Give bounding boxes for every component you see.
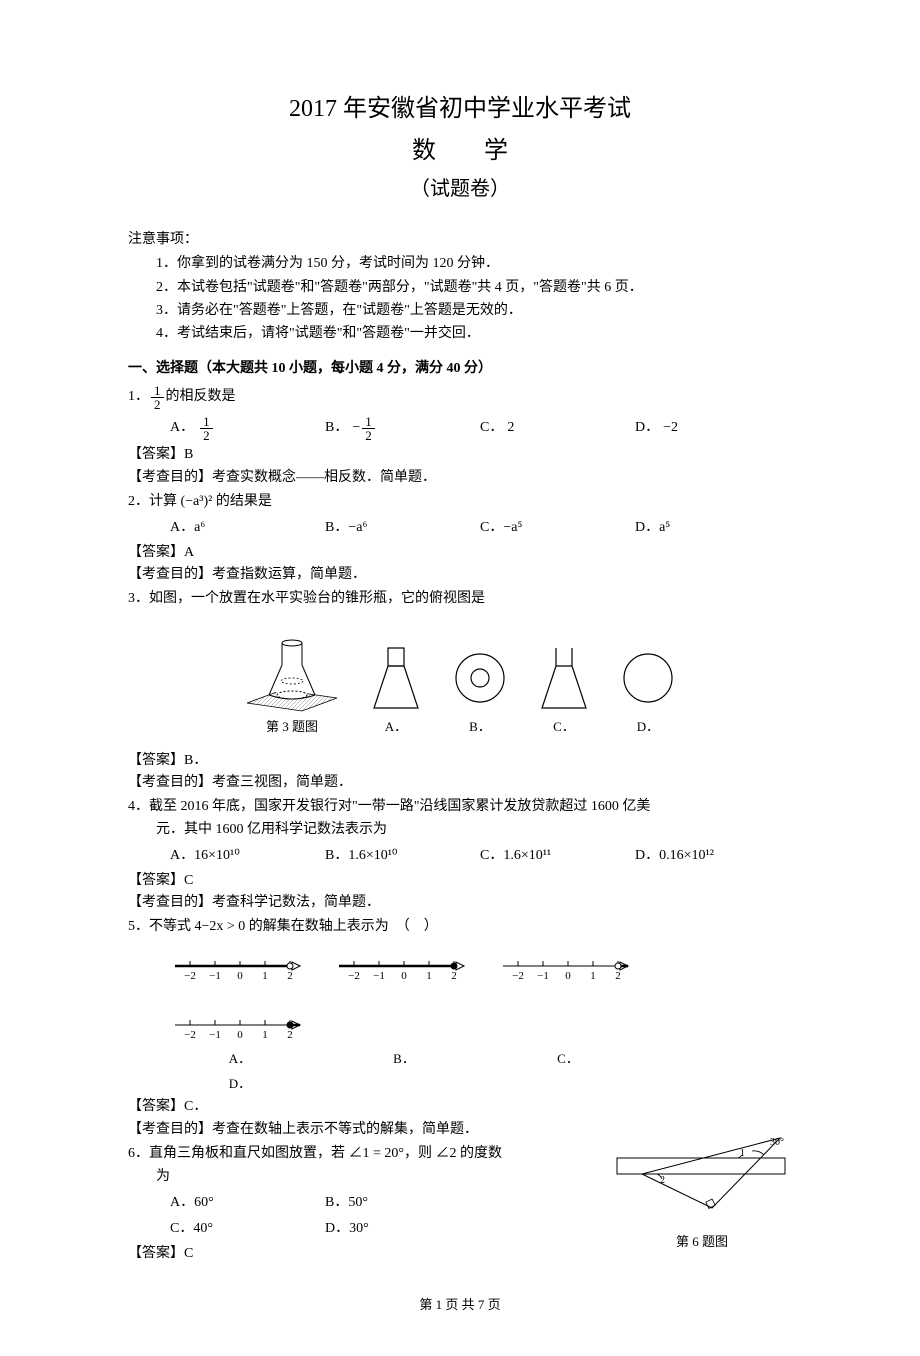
- notice-item: 4．考试结束后，请将"试题卷"和"答题卷"一并交回．: [128, 323, 792, 345]
- svg-text:0: 0: [237, 970, 243, 982]
- svg-text:1: 1: [590, 970, 596, 982]
- svg-text:0: 0: [401, 970, 407, 982]
- option-c: C．−a⁵: [480, 517, 635, 539]
- svg-text:2: 2: [287, 970, 293, 982]
- question-6: 6．直角三角板和直尺如图放置，若 ∠1 = 20°，则 ∠2 的度数 为 A．6…: [128, 1143, 792, 1241]
- svg-text:0: 0: [237, 1029, 243, 1041]
- section-header: 一、选择题（本大题共 10 小题，每小题 4 分，满分 40 分）: [128, 358, 792, 380]
- option-d: D．0.16×10¹²: [635, 845, 790, 867]
- option-c: C．1.6×10¹¹: [480, 845, 635, 867]
- q3-text: 3．如图，一个放置在水平实验台的锥形瓶，它的俯视图是: [128, 588, 792, 610]
- option-b: B． − 1 2: [325, 415, 480, 442]
- notice-item: 1．你拿到的试卷满分为 150 分，考试时间为 120 分钟．: [128, 253, 792, 275]
- svg-text:1: 1: [426, 970, 432, 982]
- svg-text:−1: −1: [373, 970, 385, 982]
- q3-option-d-figure: D．: [618, 643, 678, 738]
- q5-answer: 【答案】C．: [128, 1096, 792, 1118]
- svg-text:1: 1: [740, 1148, 745, 1159]
- notice-item: 2．本试卷包括"试题卷"和"答题卷"两部分，"试题卷"共 4 页，"答题卷"共 …: [128, 277, 792, 299]
- q3-option-a-figure: A．: [366, 643, 426, 738]
- exam-title: 2017 年安徽省初中学业水平考试: [128, 90, 792, 128]
- option-a: A．60°: [170, 1192, 325, 1214]
- svg-text:30°: 30°: [770, 1137, 784, 1148]
- question-3: 3．如图，一个放置在水平实验台的锥形瓶，它的俯视图是 第: [128, 588, 792, 737]
- q2-answer: 【答案】A: [128, 542, 792, 564]
- svg-text:−2: −2: [512, 970, 524, 982]
- q4-answer: 【答案】C: [128, 870, 792, 892]
- q3-option-c-figure: C．: [534, 643, 594, 738]
- svg-text:−2: −2: [184, 970, 196, 982]
- q4-line2: 元．其中 1600 亿用科学记数法表示为: [128, 819, 792, 841]
- svg-text:−1: −1: [209, 970, 221, 982]
- option-c-label: C．: [498, 1049, 638, 1070]
- svg-text:−1: −1: [537, 970, 549, 982]
- q6-figure: 30° 1 2 第 6 题图: [612, 1133, 792, 1252]
- paper-type: （试题卷）: [128, 173, 792, 205]
- question-5: 5．不等式 4−2x > 0 的解集在数轴上表示为 （ ） −2 −1 0 1 …: [128, 916, 792, 1094]
- svg-text:−2: −2: [184, 1029, 196, 1041]
- option-d: D．30°: [325, 1218, 480, 1240]
- q1-objective: 【考查目的】考查实数概念——相反数．简单题．: [128, 467, 792, 489]
- q3-objective: 【考查目的】考查三视图，简单题．: [128, 772, 792, 794]
- svg-text:1: 1: [262, 1029, 268, 1041]
- q1-text: 的相反数是: [166, 386, 236, 408]
- q1-answer: 【答案】B: [128, 444, 792, 466]
- numberline-c: −2 −1 0 1 2: [498, 951, 638, 986]
- option-b: B．1.6×10¹⁰: [325, 845, 480, 867]
- q5-text: 5．不等式 4−2x > 0 的解集在数轴上表示为 （ ）: [128, 916, 792, 938]
- svg-text:−2: −2: [348, 970, 360, 982]
- q3-answer: 【答案】B．: [128, 750, 792, 772]
- svg-text:2: 2: [287, 1029, 293, 1041]
- option-a: A．a⁶: [170, 517, 325, 539]
- option-d: D．a⁵: [635, 517, 790, 539]
- fraction: 1 2: [200, 415, 213, 442]
- fraction: 1 2: [151, 384, 164, 411]
- q2-text: 2．计算 (−a³)² 的结果是: [128, 491, 792, 513]
- svg-text:2: 2: [615, 970, 621, 982]
- notice-header: 注意事项：: [128, 229, 792, 251]
- svg-text:1: 1: [262, 970, 268, 982]
- option-d-label: D．: [170, 1074, 310, 1095]
- page-footer: 第 1 页 共 7 页: [128, 1295, 792, 1316]
- option-d: D． −2: [635, 417, 790, 439]
- notice-item: 3．请务必在"答题卷"上答题，在"试题卷"上答题是无效的．: [128, 300, 792, 322]
- svg-text:0: 0: [565, 970, 571, 982]
- option-a-label: A．: [170, 1049, 310, 1070]
- option-a: A． 1 2: [170, 415, 325, 442]
- option-c: C． 2: [480, 417, 635, 439]
- option-a: A．16×10¹⁰: [170, 845, 325, 867]
- option-b: B．−a⁶: [325, 517, 480, 539]
- q4-line1: 4．截至 2016 年底，国家开发银行对"一带一路"沿线国家累计发放贷款超过 1…: [128, 796, 792, 818]
- option-c: C．40°: [170, 1218, 325, 1240]
- option-b-label: B．: [334, 1049, 474, 1070]
- q2-objective: 【考查目的】考查指数运算，简单题．: [128, 564, 792, 586]
- question-2: 2．计算 (−a³)² 的结果是 A．a⁶ B．−a⁶ C．−a⁵ D．a⁵: [128, 491, 792, 540]
- q3-main-figure: 第 3 题图: [242, 623, 342, 738]
- q3-option-b-figure: B．: [450, 643, 510, 738]
- numberline-a: −2 −1 0 1 2: [170, 951, 310, 986]
- numberline-b: −2 −1 0 1 2: [334, 951, 474, 986]
- option-b: B．50°: [325, 1192, 480, 1214]
- q4-objective: 【考查目的】考查科学记数法，简单题．: [128, 892, 792, 914]
- svg-text:−1: −1: [209, 1029, 221, 1041]
- q1-num: 1．: [128, 386, 149, 408]
- question-1: 1． 1 2 的相反数是 A． 1 2 B． − 1 2 C． 2 D．: [128, 384, 792, 442]
- exam-subject: 数学: [128, 132, 792, 170]
- numberline-d: −2 −1 0 1 2: [170, 1010, 310, 1045]
- svg-text:2: 2: [451, 970, 457, 982]
- fraction: 1 2: [362, 415, 375, 442]
- question-4: 4．截至 2016 年底，国家开发银行对"一带一路"沿线国家累计发放贷款超过 1…: [128, 796, 792, 867]
